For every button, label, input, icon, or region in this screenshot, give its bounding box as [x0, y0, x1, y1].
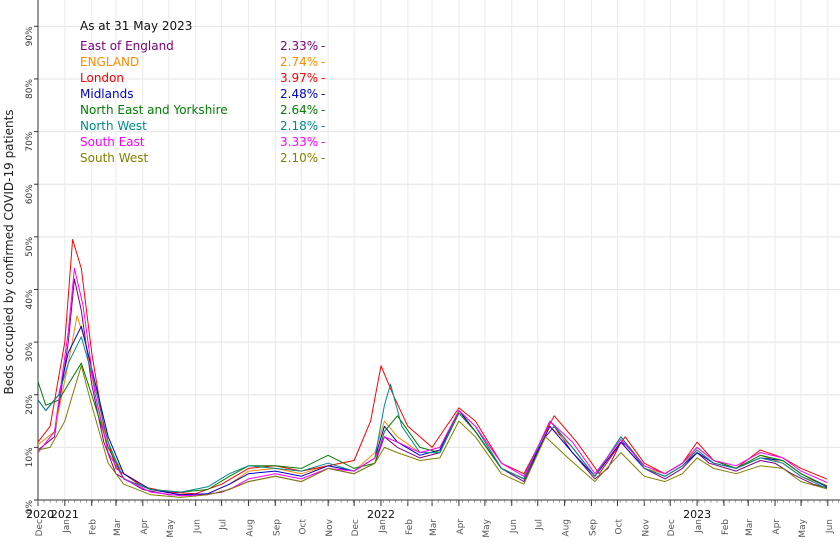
month-tick-label: Jul: [219, 519, 229, 531]
month-tick-label: Nov: [325, 518, 335, 536]
month-tick-label: Mar: [113, 519, 123, 536]
y-tick-label: 60%: [25, 184, 35, 204]
month-tick-label: Feb: [721, 519, 731, 535]
month-tick-label: Mar: [429, 519, 439, 536]
series-line-south-east: [37, 267, 828, 497]
month-tick-label: Oct: [298, 519, 308, 535]
month-tick-label: Feb: [405, 519, 415, 535]
y-tick-label: 90%: [25, 26, 35, 46]
y-tick-label: 70%: [25, 131, 35, 151]
month-tick-label: May: [482, 518, 492, 537]
legend-dash-south-west: -: [321, 151, 325, 165]
year-label: 2021: [51, 508, 79, 521]
month-tick-label: Jan: [378, 519, 388, 534]
month-tick-label: May: [166, 518, 176, 537]
legend-value-south-west: 2.10%: [280, 151, 318, 165]
y-tick-label: 10%: [25, 447, 35, 467]
month-tick-label: Dec: [35, 519, 45, 536]
series-line-london: [37, 239, 828, 495]
legend-value-midlands: 2.48%: [280, 87, 318, 101]
legend-value-north-west: 2.18%: [280, 119, 318, 133]
legend-title: As at 31 May 2023: [80, 19, 192, 33]
legend-label-east-of-england: East of England: [80, 39, 174, 53]
month-tick-label: Sep: [588, 519, 598, 536]
year-label: 2023: [683, 508, 711, 521]
month-tick-label: Feb: [89, 519, 99, 535]
month-tick-label: Oct: [614, 519, 624, 535]
legend-dash-england: -: [321, 55, 325, 69]
month-tick-label: Aug: [562, 519, 572, 537]
legend-dash-london: -: [321, 71, 325, 85]
series-line-north-west: [37, 336, 828, 493]
month-tick-label: Jul: [535, 519, 545, 531]
legend-dash-south-east: -: [321, 135, 325, 149]
month-tick-label: Dec: [667, 519, 677, 536]
legend-value-england: 2.74%: [280, 55, 318, 69]
legend-label-north-west: North West: [80, 119, 147, 133]
legend-value-south-east: 3.33%: [280, 135, 318, 149]
y-tick-label: 20%: [25, 394, 35, 414]
month-tick-label: Jun: [193, 519, 203, 534]
y-tick-label: 80%: [25, 79, 35, 99]
month-tick-label: Apr: [456, 519, 466, 535]
month-tick-label: Dec: [351, 519, 361, 536]
y-tick-label: 30%: [25, 342, 35, 362]
legend-label-south-east: South East: [80, 135, 145, 149]
month-tick-label: Nov: [641, 518, 651, 536]
legend-label-midlands: Midlands: [80, 87, 133, 101]
month-tick-label: Jan: [694, 519, 704, 534]
legend-label-north-east-and-yorkshire: North East and Yorkshire: [80, 103, 228, 117]
month-tick-label: Apr: [140, 519, 150, 535]
year-label: 2022: [367, 508, 395, 521]
gridlines: [37, 0, 840, 501]
axes: 0% 10% 20% 30% 40% 50% 60% 70% 80% 90% Dec Jan Feb Ma…: [25, 0, 840, 538]
month-tick-label: Jan: [62, 519, 72, 534]
month-tick-label: Aug: [245, 519, 255, 537]
legend-value-london: 3.97%: [280, 71, 318, 85]
legend-value-east-of-england: 2.33%: [280, 39, 318, 53]
month-tick-label: Mar: [745, 519, 755, 536]
month-tick-label: Jun: [509, 519, 519, 534]
month-tick-label: Sep: [272, 519, 282, 536]
legend-dash-north-east-and-yorkshire: -: [321, 103, 325, 117]
legend-value-north-east-and-yorkshire: 2.64%: [280, 103, 318, 117]
month-tick-label: Apr: [772, 519, 782, 535]
series-line-midlands: [37, 325, 828, 496]
year-label: 2020: [26, 508, 54, 521]
legend-label-south-west: South West: [80, 151, 148, 165]
series-line-south-west: [37, 365, 828, 498]
y-axis-label: Beds occupied by confirmed COVID-19 pati…: [2, 109, 16, 394]
y-tick-label: 40%: [25, 289, 35, 309]
legend-dash-north-west: -: [321, 119, 325, 133]
legend-label-london: London: [80, 71, 124, 85]
y-tick-label: 50%: [25, 236, 35, 256]
legend-dash-midlands: -: [321, 87, 325, 101]
y-tick-label: 0%: [25, 500, 35, 515]
legend-label-england: ENGLAND: [80, 55, 139, 69]
month-tick-label: Jun: [825, 519, 835, 534]
legend-dash-east-of-england: -: [321, 39, 325, 53]
series-lines: [37, 239, 828, 498]
month-tick-label: May: [798, 518, 808, 537]
